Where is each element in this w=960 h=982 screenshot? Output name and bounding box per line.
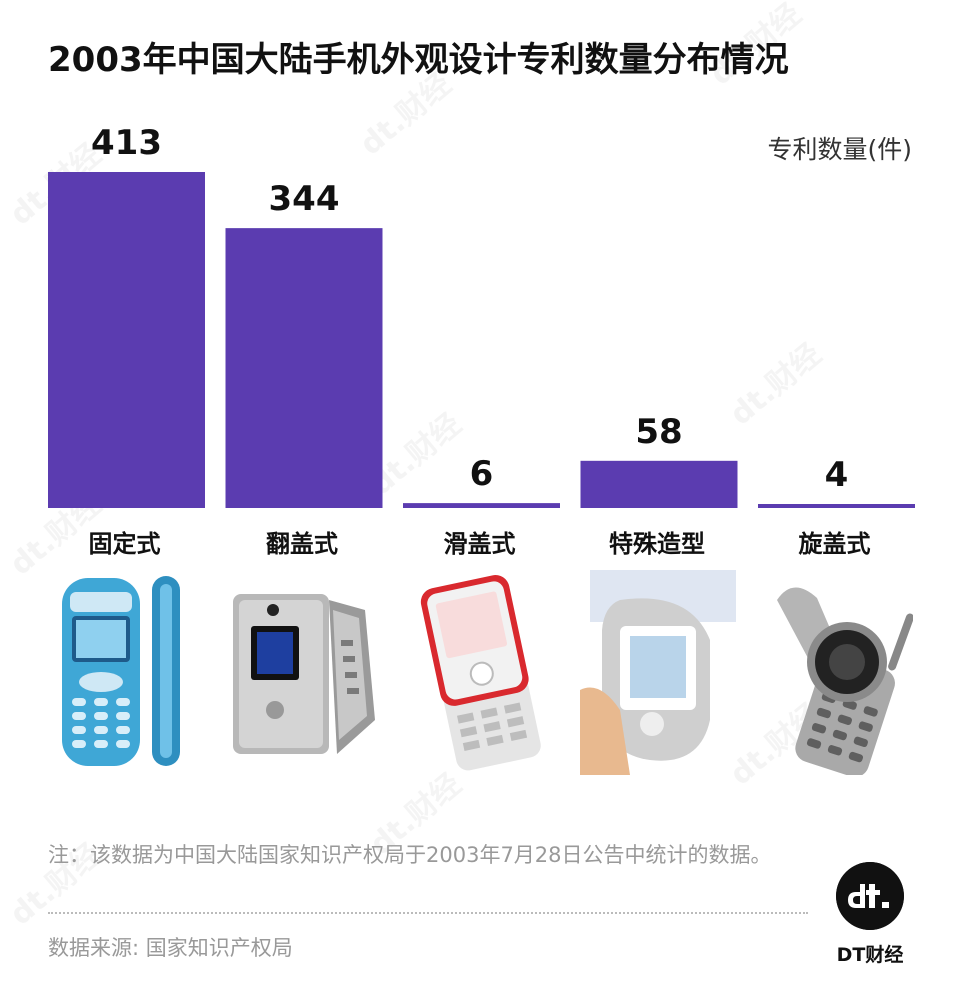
- category-label-0: 固定式: [89, 530, 161, 558]
- swivel-phone-icon: [777, 587, 913, 775]
- data-label-1: 344: [269, 179, 340, 219]
- data-label-0: 413: [91, 123, 162, 163]
- category-label-4: 旋盖式: [798, 530, 871, 558]
- chart-title: 2003年中国大陆手机外观设计专利数量分布情况: [48, 40, 789, 80]
- bar-phone-icon: [62, 576, 180, 766]
- data-label-4: 4: [825, 455, 849, 495]
- category-label-3: 特殊造型: [609, 530, 705, 558]
- data-label-2: 6: [470, 454, 494, 494]
- dt-logo-icon: [836, 862, 904, 930]
- slide-phone-icon: [420, 575, 541, 771]
- bar-0: [48, 172, 205, 508]
- bar-2: [403, 503, 560, 508]
- flip-phone-icon: [233, 594, 375, 754]
- category-label-1: 翻盖式: [266, 530, 338, 558]
- footnote: 注：该数据为中国大陆国家知识产权局于2003年7月28日公告中统计的数据。: [48, 843, 772, 867]
- bar-chart: 413 固定式 344 翻盖式 6 滑盖式 58 特殊造型 4 旋盖式: [48, 123, 915, 558]
- data-source: 数据来源: 国家知识产权局: [48, 936, 293, 960]
- bar-3: [580, 460, 738, 508]
- bar-4: [758, 504, 915, 508]
- y-axis-unit-label: 专利数量(件): [767, 135, 912, 164]
- bar-1: [225, 228, 383, 508]
- brand-name: DT财经: [836, 944, 904, 966]
- data-label-3: 58: [635, 412, 682, 452]
- special-shape-phone-icon: [580, 570, 736, 775]
- category-label-2: 滑盖式: [444, 530, 516, 558]
- divider: [48, 912, 808, 914]
